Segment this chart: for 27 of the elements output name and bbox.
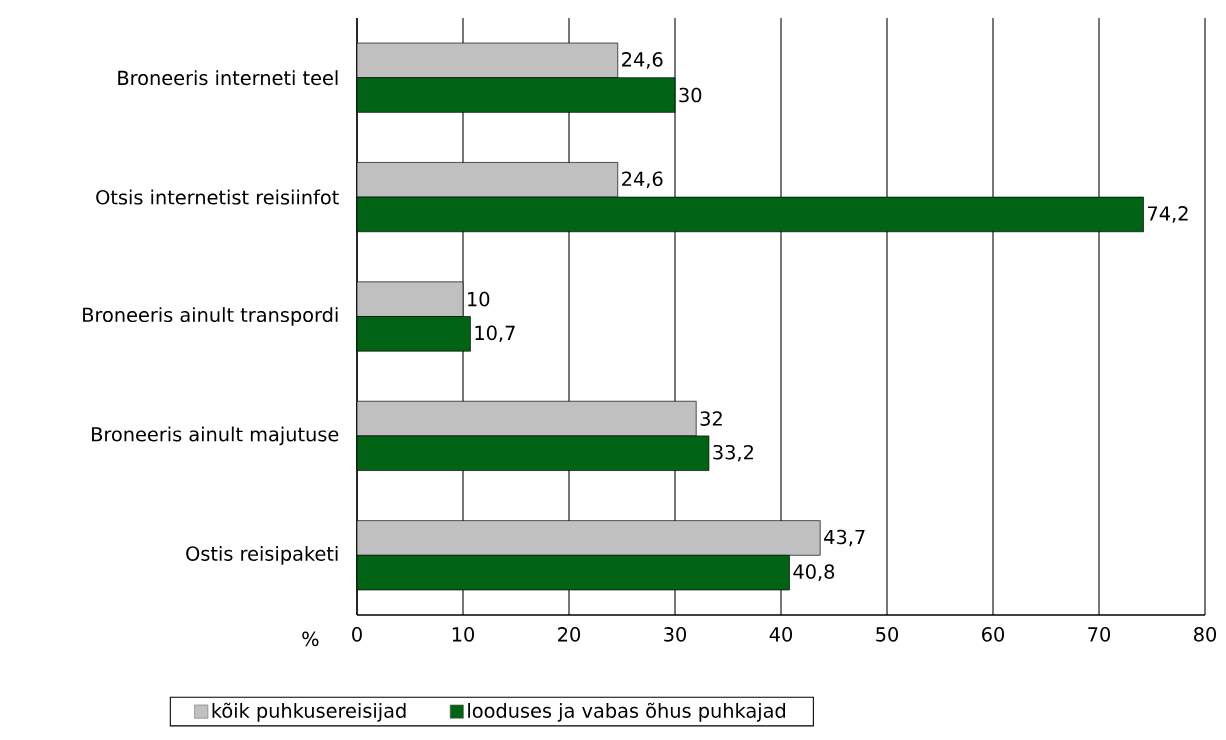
y-tick-label: Broneeris interneti teel: [118, 70, 338, 86]
legend-label: kõik puhkusereisijad: [212, 702, 406, 722]
y-tick-label: Broneeris ainult transpordi: [83, 307, 338, 326]
data-label: 32: [700, 411, 722, 426]
data-label: 10,7: [475, 325, 515, 343]
data-label: 10: [468, 291, 490, 307]
data-label: 30: [679, 87, 702, 103]
x-tick-label: 80: [1194, 627, 1217, 642]
data-label: 24,6: [622, 171, 663, 189]
x-tick-label: 0: [352, 627, 362, 642]
data-label: 74,2: [1148, 206, 1188, 223]
x-tick-label: 40: [769, 627, 793, 642]
legend-label: looduses ja vabas õhus puhkajad: [468, 702, 785, 722]
data-label: 40,8: [793, 564, 835, 581]
x-tick-label: 60: [982, 627, 1005, 642]
x-tick-label: 50: [876, 627, 899, 642]
data-label: 43,7: [824, 529, 865, 547]
x-tick-label: 20: [558, 627, 581, 642]
x-tick-label: 70: [1088, 627, 1111, 642]
data-label: 24,6: [622, 52, 663, 69]
x-tick-label: 10: [452, 627, 475, 642]
y-tick-label: Ostis reisipaketi: [186, 545, 338, 565]
data-label: 33,2: [713, 444, 753, 462]
x-axis-title: %: [302, 631, 319, 647]
x-tick-label: 30: [664, 627, 687, 642]
y-tick-label: Broneeris ainult majutuse: [92, 426, 339, 446]
y-tick-label: Otsis internetist reisiinfot: [96, 189, 339, 205]
